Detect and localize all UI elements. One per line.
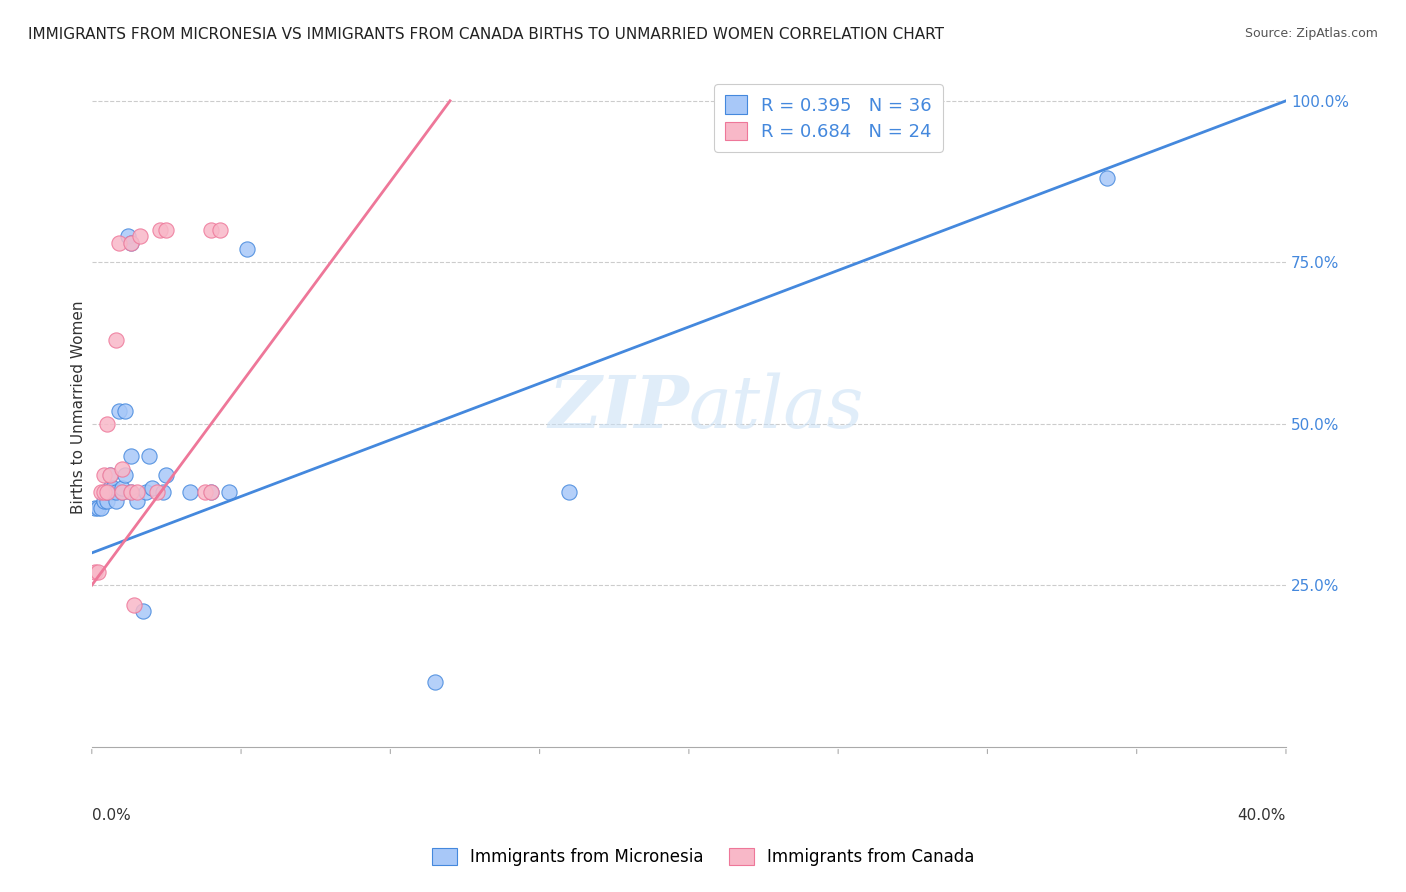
Point [152,484,174,499]
Point [114,468,136,483]
Legend: R = 0.395   N = 36, R = 0.684   N = 24: R = 0.395 N = 36, R = 0.684 N = 24 [714,85,942,152]
Point [1095,171,1118,186]
Point [83,500,105,515]
Point [218,484,240,499]
Point [155,468,177,483]
Point [104,333,127,347]
Point [194,484,217,499]
Point [138,449,160,463]
Point [101,484,124,499]
Point [98,468,121,483]
Point [179,484,201,499]
Text: ZIP: ZIP [548,372,689,443]
Point [104,494,127,508]
Point [87,566,110,580]
Point [111,484,134,499]
Point [125,484,148,499]
Point [111,484,134,499]
Point [135,484,157,499]
Point [87,500,110,515]
Point [209,223,232,237]
Point [120,484,142,499]
Point [93,468,115,483]
Point [200,484,222,499]
Point [120,449,142,463]
Point [98,484,121,499]
Text: Source: ZipAtlas.com: Source: ZipAtlas.com [1244,27,1378,40]
Y-axis label: Births to Unmarried Women: Births to Unmarried Women [72,301,86,515]
Point [114,404,136,418]
Point [155,223,177,237]
Point [125,494,148,508]
Point [107,235,129,250]
Point [96,494,118,508]
Point [111,462,134,476]
Text: atlas: atlas [689,372,865,442]
Point [96,484,118,499]
Point [117,229,139,244]
Point [93,484,115,499]
Point [101,481,124,495]
Point [236,243,259,257]
Point [83,566,105,580]
Point [423,675,446,690]
Point [558,484,581,499]
Point [200,223,222,237]
Legend: Immigrants from Micronesia, Immigrants from Canada: Immigrants from Micronesia, Immigrants f… [423,840,983,875]
Point [90,484,112,499]
Point [128,229,150,244]
Point [96,484,118,499]
Point [111,481,134,495]
Point [120,235,142,250]
Point [131,604,153,618]
Point [93,494,115,508]
Text: IMMIGRANTS FROM MICRONESIA VS IMMIGRANTS FROM CANADA BIRTHS TO UNMARRIED WOMEN C: IMMIGRANTS FROM MICRONESIA VS IMMIGRANTS… [28,27,943,42]
Point [98,481,121,495]
Point [98,468,121,483]
Text: 40.0%: 40.0% [1237,807,1286,822]
Point [104,484,127,499]
Point [96,417,118,431]
Text: 0.0%: 0.0% [91,807,131,822]
Point [200,484,222,499]
Point [120,235,142,250]
Point [149,223,172,237]
Point [120,484,142,499]
Point [122,598,145,612]
Point [146,484,169,499]
Point [141,481,163,495]
Point [90,500,112,515]
Point [107,404,129,418]
